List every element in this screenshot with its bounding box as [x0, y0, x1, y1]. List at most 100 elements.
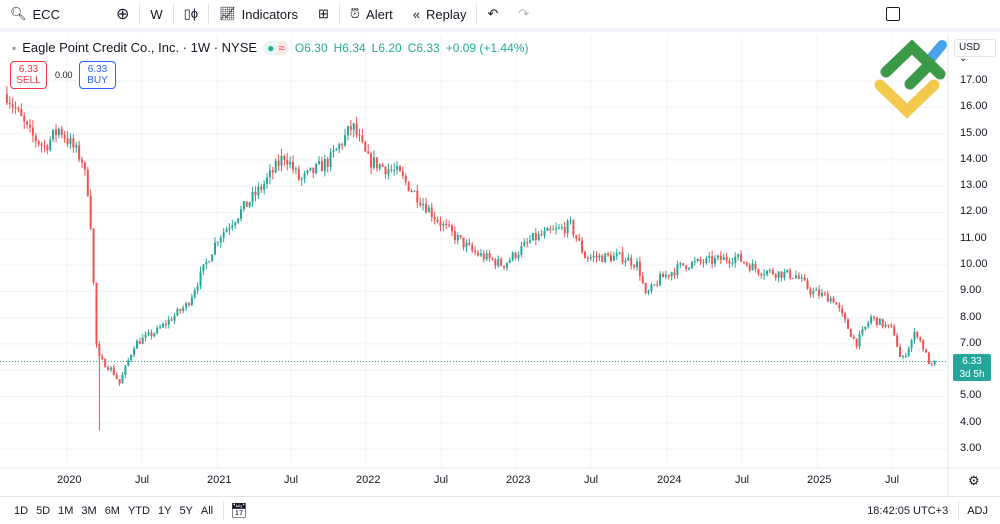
candle-body	[647, 291, 650, 293]
search-icon: 🔍︎	[10, 6, 27, 21]
range-button-5d[interactable]: 5D	[36, 504, 51, 517]
delayed-icon: ≈	[278, 40, 285, 55]
candle-body	[832, 298, 835, 303]
candle-body	[378, 164, 381, 169]
price-tick: 15.00	[960, 126, 988, 139]
candle-body	[901, 355, 904, 358]
buy-button[interactable]: 6.33 BUY	[79, 61, 116, 89]
candle-body	[306, 170, 309, 174]
sell-button[interactable]: 6.33 SELL	[10, 61, 47, 89]
range-button-1m[interactable]: 1M	[58, 504, 74, 517]
candle-body	[468, 242, 471, 245]
candle-body	[63, 134, 66, 139]
interval-button[interactable]: W	[150, 6, 163, 22]
candle-body	[384, 166, 387, 175]
candle-body	[601, 255, 604, 262]
price-tick: 13.00	[960, 179, 988, 192]
time-tick: Jul	[583, 474, 599, 486]
candle-body	[523, 242, 526, 247]
candle-body	[231, 225, 234, 228]
candle-body	[277, 160, 280, 166]
templates-button[interactable]: ⊞	[308, 2, 339, 26]
candle-body	[583, 252, 586, 258]
candle-body	[57, 128, 60, 136]
indicators-button[interactable]: 📈︎ Indicators	[219, 6, 298, 22]
clock[interactable]: 18:42:05 UTC+3	[867, 504, 949, 517]
candle-body	[248, 202, 251, 207]
candle-body	[927, 352, 930, 365]
candle-body	[69, 138, 72, 144]
candle-body	[812, 290, 815, 295]
range-button-6m[interactable]: 6M	[104, 504, 120, 517]
candle-body	[875, 317, 878, 326]
candle-body	[546, 228, 549, 232]
candle-body	[615, 253, 618, 256]
compare-button[interactable]: ⊕	[106, 2, 139, 26]
range-button-ytd[interactable]: YTD	[127, 504, 150, 517]
candle-body	[820, 292, 823, 296]
candle-body	[89, 195, 92, 229]
grid-icon: ⊞	[317, 6, 329, 21]
symbol-search-button[interactable]: 🔍︎ ECC	[10, 6, 60, 22]
candle-body	[595, 255, 598, 258]
price-chart[interactable]	[0, 36, 1000, 496]
candle-body	[167, 319, 170, 325]
candle-body	[234, 222, 237, 226]
candle-body	[855, 338, 858, 347]
range-button-1y[interactable]: 1Y	[157, 504, 172, 517]
fullscreen-button[interactable]	[876, 2, 910, 26]
alert-button[interactable]: ⏰︎ Alert	[349, 6, 393, 22]
range-button-1d[interactable]: 1D	[14, 504, 29, 517]
currency-dropdown[interactable]: USD ⌄	[954, 39, 996, 64]
candle-body	[690, 262, 693, 269]
candle-body	[335, 148, 338, 151]
open-value: O6.30	[294, 40, 328, 55]
candle-body	[465, 242, 468, 248]
adjust-toggle[interactable]: ADJ	[967, 504, 988, 517]
candle-body	[503, 265, 506, 268]
candle-body	[202, 264, 205, 272]
candle-body	[242, 201, 245, 210]
candle-body	[757, 269, 760, 275]
candle-body	[31, 127, 34, 136]
candle-body	[896, 335, 899, 347]
candle-body	[557, 227, 560, 229]
candle-body	[289, 161, 292, 165]
candle-body	[422, 203, 425, 206]
candle-body	[17, 108, 20, 110]
time-tick: Jul	[134, 474, 150, 486]
candle-body	[430, 207, 433, 217]
candle-body	[49, 139, 52, 150]
candle-body	[445, 223, 448, 225]
candle-body	[280, 155, 283, 166]
range-button-3m[interactable]: 3M	[81, 504, 97, 517]
candle-body	[494, 259, 497, 266]
candle-body	[164, 323, 167, 325]
range-button-5y[interactable]: 5Y	[179, 504, 193, 517]
candle-body	[526, 242, 529, 244]
candle-body	[286, 159, 289, 165]
go-to-date-calendar-icon[interactable]: 📅︎	[230, 502, 248, 518]
candle-body	[823, 292, 826, 294]
replay-button[interactable]: «Replay	[412, 6, 467, 22]
candle-body	[83, 162, 86, 170]
candle-body	[740, 253, 743, 262]
candle-body	[635, 261, 638, 268]
redo-button[interactable]: ↷	[508, 2, 539, 26]
spread-value: 0.00	[55, 70, 73, 80]
settings-gear-icon[interactable]: ⚙	[968, 473, 980, 488]
candle-body	[708, 256, 711, 258]
candle-body	[867, 322, 870, 327]
undo-button[interactable]: ↶	[477, 2, 508, 26]
candle-body	[344, 135, 347, 146]
price-tick: 9.00	[960, 284, 982, 297]
price-tick: 17.00	[960, 74, 988, 86]
candle-body	[688, 268, 691, 270]
chart-type-button[interactable]: ▯ϕ	[174, 2, 208, 26]
range-button-all[interactable]: All	[200, 504, 214, 517]
last-price-label: 6.33 3d 5h	[953, 354, 991, 381]
price-tick: 10.00	[960, 258, 988, 271]
candle-body	[153, 333, 156, 337]
candle-body	[581, 240, 584, 253]
candle-body	[543, 231, 546, 236]
